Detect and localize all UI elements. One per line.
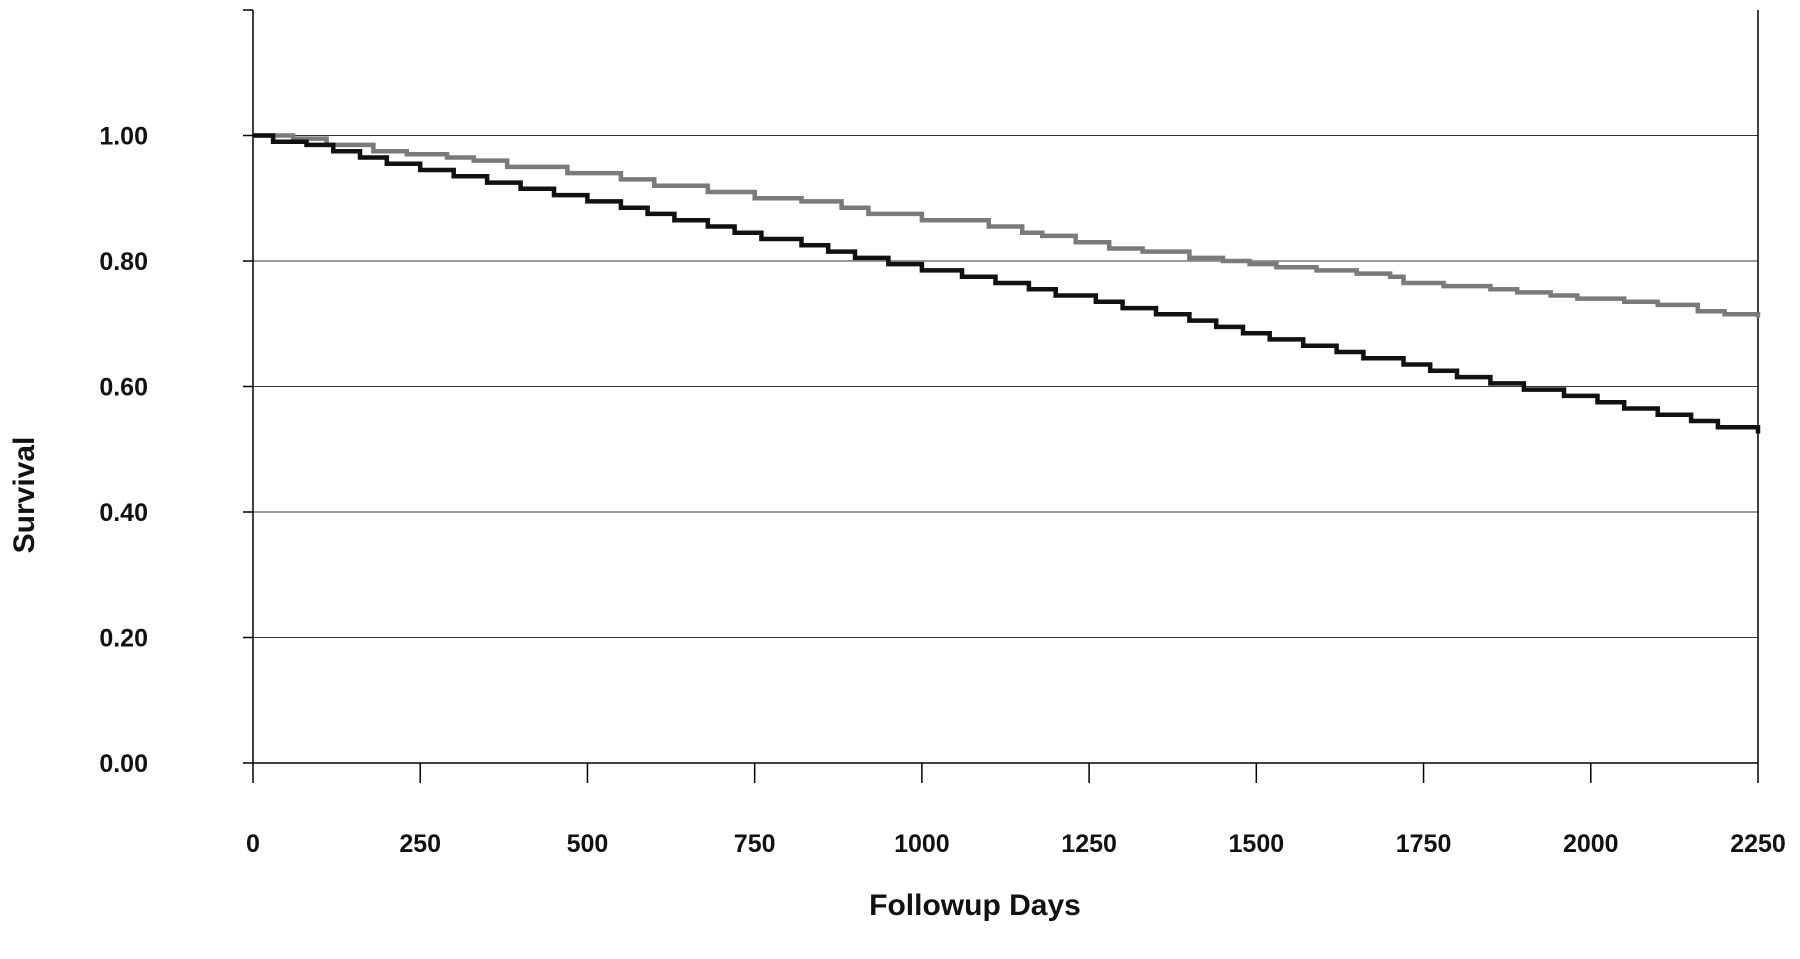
x-tick-label: 0 xyxy=(246,830,260,858)
x-axis-title: Followup Days xyxy=(869,889,1081,922)
y-tick-label: 0.20 xyxy=(99,625,148,653)
y-axis-title: Survival xyxy=(8,437,41,554)
x-tick-label: 1500 xyxy=(1229,830,1285,858)
gridlines xyxy=(253,135,1758,638)
survival-curve-2 xyxy=(253,133,1761,434)
x-tick-label: 1750 xyxy=(1396,830,1452,858)
survival-curve-1 xyxy=(253,133,1761,318)
x-tick-label: 500 xyxy=(567,830,609,858)
y-tick-label: 0.40 xyxy=(99,499,148,527)
x-tick-label: 750 xyxy=(734,830,776,858)
x-tick-label: 1250 xyxy=(1061,830,1117,858)
y-ticks: 0.00 0.20 0.40 0.60 0.80 1.00 xyxy=(99,9,253,778)
series-group xyxy=(253,133,1761,434)
x-tick-label: 2000 xyxy=(1563,830,1619,858)
y-tick-label: 1.00 xyxy=(99,123,148,151)
x-tick-label: 2250 xyxy=(1730,830,1786,858)
x-tick-label: 1000 xyxy=(894,830,950,858)
y-tick-label: 0.00 xyxy=(99,750,148,778)
y-tick-label: 0.60 xyxy=(99,374,148,402)
x-ticks: 0 250 500 750 1000 1250 1500 1750 2000 2250 xyxy=(246,763,1786,858)
y-tick-label: 0.80 xyxy=(99,248,148,276)
x-tick-label: 250 xyxy=(399,830,441,858)
